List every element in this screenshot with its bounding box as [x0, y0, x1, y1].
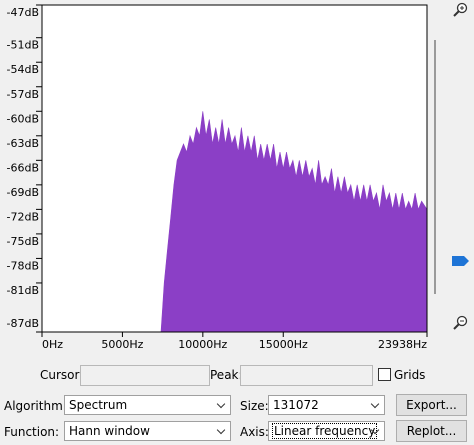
y-tick-label: -78dB [7, 259, 40, 272]
y-tick-label: -81dB [7, 284, 40, 297]
zoom-slider-thumb[interactable] [452, 256, 469, 266]
y-tick-label: -51dB [7, 39, 40, 52]
algorithm-value: Spectrum [69, 398, 128, 412]
y-tick-label: -47dB [7, 6, 40, 19]
function-label: Function: [4, 425, 60, 439]
plot-border [41, 4, 428, 333]
size-select[interactable]: 131072 [268, 395, 385, 415]
function-select[interactable]: Hann window [64, 421, 231, 441]
size-value: 131072 [273, 398, 319, 412]
y-tick-label: -87dB [7, 317, 40, 330]
x-tick-label: 15000Hz [259, 338, 308, 351]
grids-checkbox[interactable] [378, 368, 391, 381]
function-value: Hann window [69, 424, 150, 438]
y-tick-label: -69dB [7, 186, 40, 199]
axis-label: Axis: [240, 425, 269, 439]
axis-select[interactable]: Linear frequency [268, 421, 385, 441]
zoom-out-handle [453, 323, 460, 330]
axis-value: Linear frequency [272, 423, 378, 439]
algorithm-label: Algorithm: [4, 399, 67, 413]
export-button[interactable]: Export... [396, 394, 467, 416]
x-tick-label: 5000Hz [101, 338, 143, 351]
cursor-field [80, 365, 210, 386]
x-tick-label: 10000Hz [178, 338, 227, 351]
cursor-label: Cursor: [40, 368, 84, 382]
peak-label: Peak: [210, 368, 243, 382]
y-tick-label: -60dB [7, 112, 40, 125]
peak-field [240, 365, 373, 386]
y-tick-label: -54dB [7, 63, 40, 76]
y-tick-label: -57dB [7, 88, 40, 101]
algorithm-select[interactable]: Spectrum [64, 395, 231, 415]
chart: -47dB -51dB -54dB -57dB -60dB -63dB -66dB -69dB… [7, 2, 469, 351]
y-tick-label: -63dB [7, 137, 40, 150]
replot-button[interactable]: Replot... [396, 420, 467, 442]
zoom-controls [434, 2, 469, 330]
y-tick-label: -75dB [7, 235, 40, 248]
size-label: Size: [240, 399, 269, 413]
zoom-in-handle [453, 10, 460, 17]
y-tick-label: -72dB [7, 210, 40, 223]
spectrum-area [160, 111, 428, 333]
x-tick-label: 23938Hz [378, 338, 427, 351]
grids-label[interactable]: Grids [394, 368, 426, 382]
y-tick-label: -66dB [7, 161, 40, 174]
x-tick-label: 0Hz [42, 338, 63, 351]
